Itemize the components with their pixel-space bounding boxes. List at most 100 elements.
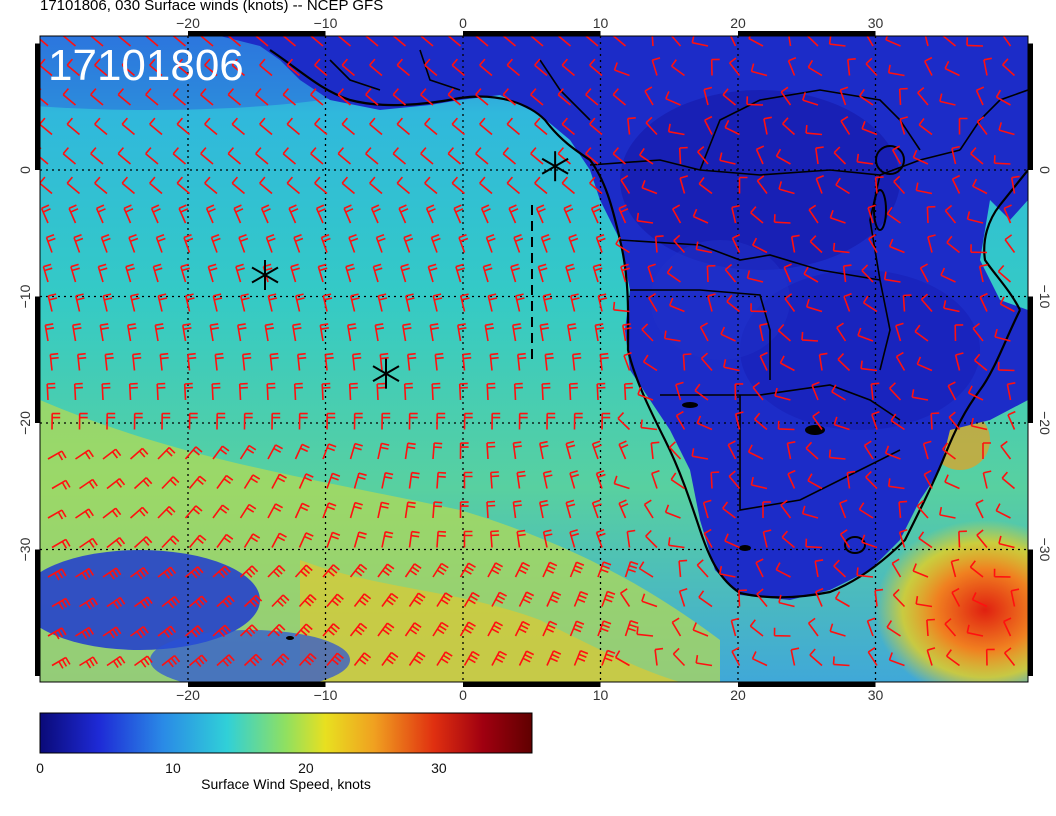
wind-barb [802, 92, 819, 106]
wind-barb [815, 174, 824, 194]
wind-barb [890, 413, 905, 431]
wind-barb [102, 567, 122, 580]
wind-barb [752, 381, 764, 401]
lat-tick-label: −30 [1037, 538, 1053, 562]
wind-barb [188, 534, 207, 549]
wind-barb [432, 501, 443, 519]
wind-barb [184, 625, 204, 638]
wind-barb [489, 352, 499, 371]
wind-barb [585, 36, 599, 47]
wind-barb [47, 568, 67, 581]
wind-barb [696, 415, 713, 431]
wind-barb [106, 655, 126, 669]
wind-barb [530, 36, 544, 47]
wind-barb [319, 323, 330, 342]
wind-barb [710, 58, 720, 76]
wind-barb [780, 499, 792, 519]
wind-barb [644, 86, 654, 106]
wind-barb [860, 360, 878, 372]
wind-barb [542, 293, 553, 312]
wind-barb [178, 204, 189, 224]
wind-barb [491, 412, 501, 430]
wind-barb [145, 88, 159, 106]
wind-barb [613, 475, 630, 490]
wind-barb [216, 654, 235, 667]
wind-barb [157, 625, 177, 638]
wind-barb [750, 206, 764, 224]
wind-barb [786, 441, 796, 460]
wind-barb [591, 440, 602, 460]
wind-barb [211, 382, 221, 401]
axis-scale-bars [35, 31, 1033, 687]
wind-barb [337, 36, 352, 47]
wind-barb [457, 323, 467, 342]
wind-barb [200, 88, 214, 106]
wind-barb [365, 147, 379, 165]
wind-barb [324, 352, 334, 371]
wind-barb [176, 58, 191, 77]
wind-barb [983, 57, 992, 76]
wind-barb [145, 147, 159, 165]
lon-tick-label: −10 [314, 687, 338, 703]
wind-barb [431, 382, 441, 401]
wind-barb [970, 244, 988, 254]
wind-barb [282, 88, 297, 106]
wind-barb [288, 204, 299, 224]
wind-barb [722, 501, 736, 519]
wind-barb [154, 323, 165, 342]
wind-barb [40, 38, 49, 47]
wind-barb [101, 382, 111, 401]
wind-barb [321, 382, 331, 401]
wind-barb [462, 352, 472, 371]
wind-barb [889, 382, 902, 401]
wind-barb [75, 508, 94, 519]
lon-labels-top: −20 −10 0 10 20 30 [176, 15, 883, 31]
wind-barb [728, 470, 741, 490]
colorbar-tick-label: 30 [431, 760, 447, 776]
wind-barb [337, 147, 352, 165]
wind-barb [341, 176, 356, 195]
lat-labels-right: 0 −10 −20 −30 [1037, 166, 1053, 561]
wind-barb [152, 263, 163, 283]
wind-barb [954, 352, 964, 371]
wind-barb [871, 411, 880, 430]
wind-barb [436, 592, 453, 607]
wind-barb [66, 58, 81, 77]
wind-barb [643, 499, 654, 519]
wind-barb [624, 620, 639, 637]
wind-barb [370, 204, 381, 224]
wind-barb [214, 352, 224, 371]
wind-barb [837, 353, 851, 372]
storm-markers [251, 151, 569, 389]
wind-barb [818, 352, 828, 371]
wind-barb [924, 36, 929, 47]
wind-barb [919, 263, 929, 283]
wind-barb [664, 504, 681, 519]
wind-barb [599, 352, 609, 371]
wind-barb [703, 115, 713, 135]
wind-barb [102, 626, 122, 639]
wind-barb [595, 528, 606, 548]
wind-barb [204, 58, 218, 77]
wind-barb [506, 58, 521, 77]
wind-barb [72, 323, 82, 342]
wind-barb [641, 593, 658, 608]
wind-barb [47, 627, 67, 640]
wind-barb [294, 502, 310, 519]
wind-barb [863, 440, 874, 460]
wind-barb [839, 529, 851, 548]
wind-barb [530, 88, 544, 106]
wind-barb [404, 442, 416, 460]
wind-barb [730, 617, 740, 637]
wind-barb [809, 648, 823, 667]
wind-barb [748, 36, 764, 47]
wind-barb [286, 176, 301, 195]
colorbar-tick-label: 10 [165, 760, 181, 776]
wind-barb [615, 236, 630, 254]
wind-barb [695, 654, 713, 667]
wind-barb [377, 442, 390, 460]
wind-barb [420, 36, 434, 47]
wind-barb [282, 147, 297, 165]
wind-barb [408, 651, 426, 666]
wind-barb [94, 58, 108, 77]
